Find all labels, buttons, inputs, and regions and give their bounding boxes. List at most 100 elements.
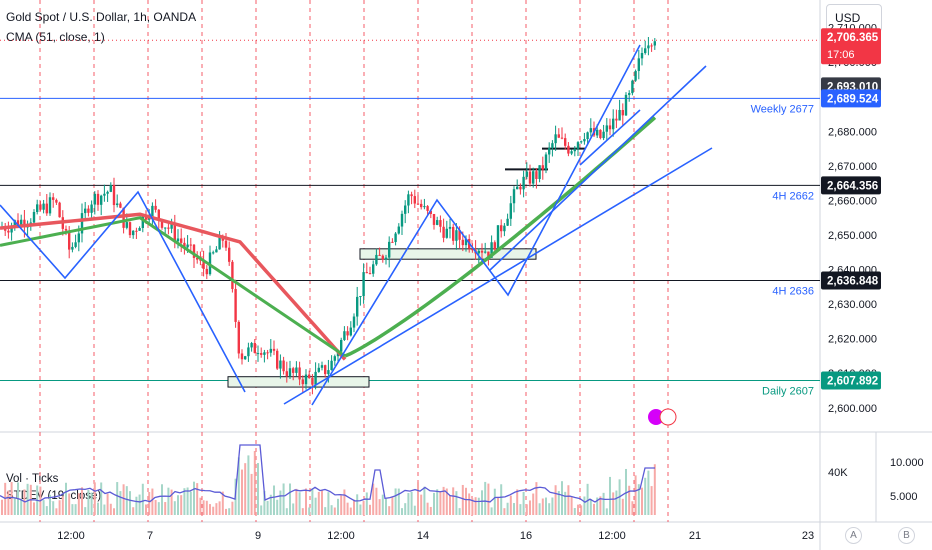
candle	[647, 45, 650, 49]
candle	[183, 242, 186, 248]
price-tag	[821, 371, 881, 390]
candle	[650, 45, 653, 47]
volume-bar	[653, 464, 656, 515]
volume-bar	[369, 504, 371, 515]
candle	[439, 220, 442, 227]
candle	[327, 370, 330, 375]
volume-bar	[391, 496, 394, 515]
candle	[352, 316, 356, 328]
volume-bar	[58, 500, 61, 515]
candle	[554, 134, 557, 144]
volume-bar	[154, 499, 157, 515]
volume-bar	[186, 487, 189, 515]
volume-bar	[375, 487, 378, 515]
lightning-icon[interactable]	[648, 409, 664, 425]
event-icons	[648, 408, 677, 426]
volume-bar	[433, 492, 435, 515]
candle	[112, 185, 116, 206]
trend-line	[489, 65, 707, 271]
candle	[615, 118, 618, 121]
candle	[426, 206, 429, 211]
volume-bar	[273, 485, 275, 515]
candle	[637, 58, 640, 71]
currency-selector[interactable]: USD	[826, 4, 882, 32]
level-label: Weekly 2677	[751, 103, 814, 115]
volume-bar	[314, 497, 317, 515]
volume-bar	[74, 504, 77, 515]
volume-bar	[522, 491, 525, 515]
candle	[506, 218, 509, 226]
candle	[55, 199, 58, 203]
volume-bar	[113, 508, 115, 515]
candle	[106, 191, 109, 194]
volume-bar	[173, 501, 176, 515]
candle	[71, 246, 74, 250]
volume-bar	[193, 481, 195, 515]
volume-bar	[628, 485, 631, 515]
candle	[477, 250, 480, 254]
zigzag-line	[311, 44, 641, 406]
auto-scale-button[interactable]: A	[845, 527, 862, 544]
volume-bar	[621, 498, 624, 515]
candle	[176, 238, 180, 242]
volume-bar	[557, 490, 560, 515]
ma-red-line	[0, 212, 347, 361]
candle	[602, 131, 605, 139]
volume-bar	[199, 497, 202, 515]
candle	[154, 205, 157, 210]
level-label: 4H 2662	[772, 190, 814, 202]
volume-bar	[372, 483, 375, 515]
candle	[20, 219, 23, 227]
candle	[272, 348, 276, 351]
volume-bar	[449, 495, 451, 515]
volume-bar	[609, 476, 611, 515]
volume-bar	[637, 484, 640, 515]
volume-bar	[356, 494, 359, 515]
indicator-lines	[0, 44, 713, 504]
volume-bar	[141, 483, 144, 515]
candle	[269, 348, 272, 353]
candle	[375, 254, 378, 265]
log-scale-button[interactable]: B	[898, 527, 915, 544]
volume-bar	[455, 491, 458, 515]
candle	[429, 210, 432, 214]
candle	[170, 224, 173, 229]
volume-bar	[324, 507, 327, 515]
candle	[388, 241, 391, 258]
candle	[167, 227, 170, 229]
candle	[189, 244, 192, 246]
volume-bar	[541, 498, 544, 515]
candle	[292, 368, 295, 373]
volume-bar	[506, 502, 509, 515]
candle	[122, 207, 125, 228]
volume-bar	[615, 490, 618, 515]
volume-bar	[525, 504, 528, 515]
volume-bar	[77, 493, 80, 515]
candle	[180, 238, 183, 243]
volume-bar	[650, 486, 653, 515]
volume-bar	[487, 483, 490, 515]
volume-bar	[410, 491, 413, 515]
volume-bar	[81, 487, 83, 515]
us-flag-icon[interactable]	[659, 408, 677, 426]
price-tag-label: 2,636.848	[827, 275, 879, 287]
volume-bar	[279, 490, 282, 515]
volume-bar	[567, 485, 570, 515]
volume-bar	[423, 486, 426, 515]
candle	[471, 248, 474, 251]
candle	[160, 219, 164, 228]
volume-bar	[42, 500, 45, 515]
candle	[516, 186, 519, 190]
volume-legend[interactable]: Vol · Ticks	[6, 473, 59, 485]
ma-green-line	[344, 116, 657, 358]
volume-bar	[106, 493, 109, 515]
symbol-title[interactable]: Gold Spot / U.S. Dollar, 1h, OANDA	[6, 10, 197, 24]
candle	[304, 374, 308, 385]
candle	[372, 264, 375, 274]
candle	[7, 230, 10, 233]
candle	[359, 296, 362, 298]
volume-bar	[292, 503, 295, 515]
candle	[464, 238, 468, 246]
